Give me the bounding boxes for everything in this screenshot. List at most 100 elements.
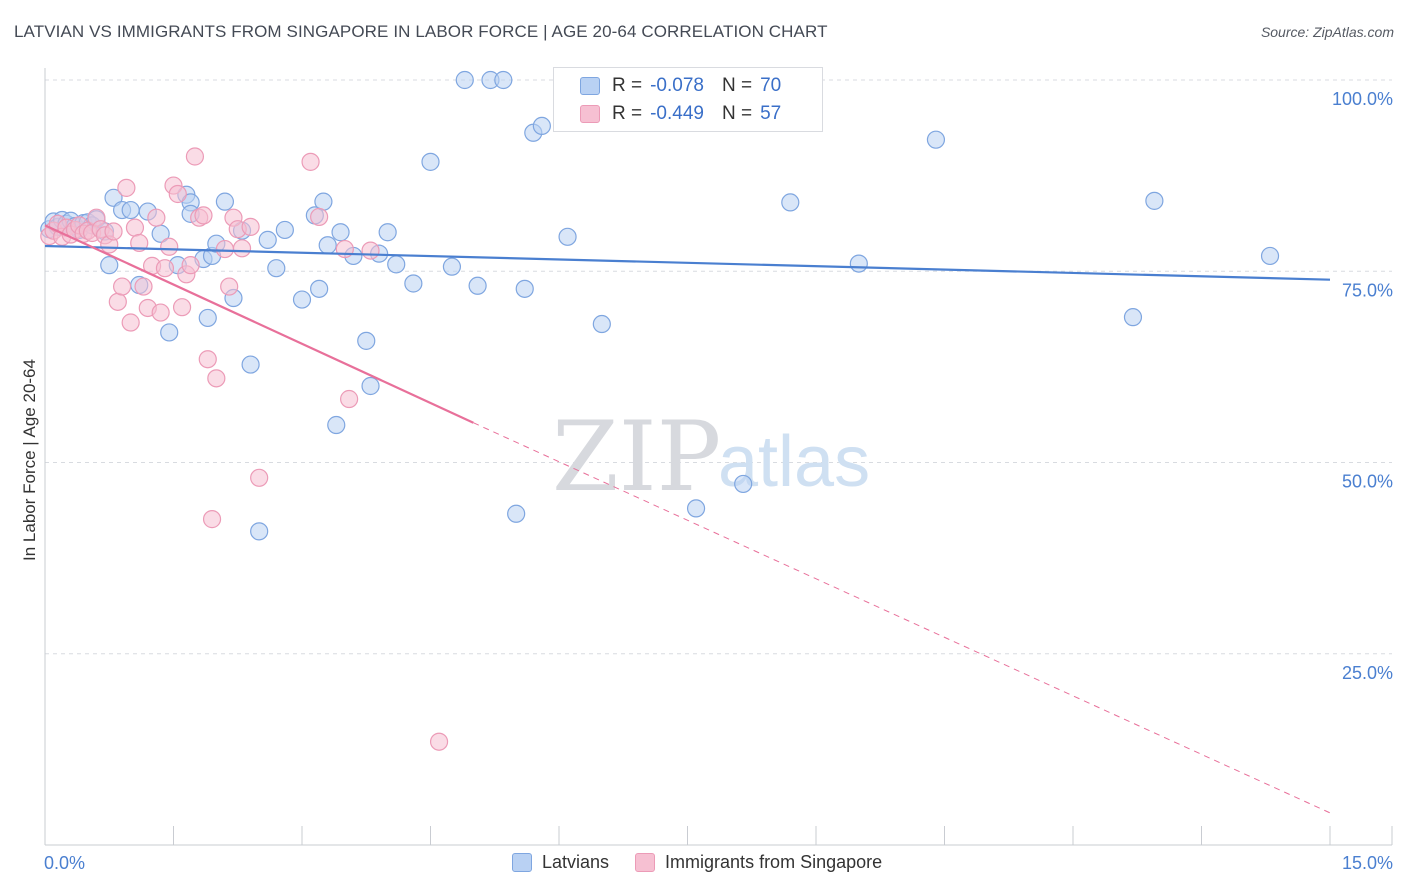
point-latvians — [507, 504, 526, 523]
point-singapore — [134, 277, 153, 296]
point-singapore — [168, 184, 187, 204]
point-singapore — [104, 222, 123, 241]
point-singapore — [301, 152, 320, 171]
point-latvians — [404, 274, 423, 293]
point-latvians — [734, 474, 753, 494]
legend-swatch-pink — [580, 105, 600, 123]
legend-row-latvians: R = -0.078 N = 70 — [580, 73, 781, 99]
point-latvians — [361, 376, 380, 396]
y-tick-label: 25.0% — [1342, 663, 1393, 683]
point-latvians — [442, 257, 462, 276]
y-axis-label: In Labor Force | Age 20-64 — [20, 359, 39, 561]
point-latvians — [849, 254, 868, 273]
watermark: ZIP atlas — [552, 401, 870, 513]
y-tick-label: 100.0% — [1332, 89, 1393, 109]
point-latvians — [532, 116, 551, 136]
point-latvians — [1145, 191, 1164, 210]
trend-line-singapore-extrapolated — [473, 422, 1331, 814]
legend-item-singapore[interactable]: Immigrants from Singapore — [635, 852, 882, 873]
point-singapore — [130, 233, 149, 253]
trend-line-singapore — [44, 224, 474, 424]
legend-r-label: R = — [612, 103, 643, 124]
point-latvians — [310, 279, 329, 298]
point-latvians — [455, 70, 474, 90]
point-latvians — [331, 223, 350, 242]
point-latvians — [215, 192, 234, 211]
point-singapore — [117, 178, 136, 197]
point-latvians — [318, 236, 337, 255]
legend-swatch-latvians — [512, 853, 532, 872]
point-singapore — [207, 369, 226, 388]
point-latvians — [926, 130, 946, 149]
point-singapore — [147, 208, 166, 227]
point-latvians — [250, 522, 269, 541]
x-tick-label: 15.0% — [1342, 853, 1393, 873]
legend-label-singapore: Immigrants from Singapore — [665, 852, 883, 872]
point-latvians — [357, 331, 376, 350]
point-latvians — [421, 152, 440, 171]
legend-n-label: N = — [721, 103, 753, 124]
point-latvians — [781, 193, 800, 212]
series-legend: Latvians Immigrants from Singapore — [512, 852, 908, 873]
axes — [44, 68, 1393, 846]
trend-line-latvians — [44, 244, 1331, 281]
point-singapore — [198, 350, 217, 369]
tick-labels: 25.0% 50.0% 75.0% 100.0% 0.0% 15.0% — [44, 89, 1393, 873]
point-singapore — [172, 298, 192, 317]
legend-swatch-blue — [580, 77, 600, 95]
point-latvians — [258, 230, 277, 249]
point-latvians — [160, 323, 179, 342]
point-latvians — [121, 200, 140, 220]
legend-swatch-singapore — [635, 853, 656, 872]
point-singapore — [121, 313, 140, 332]
legend-n-value: 57 — [760, 103, 782, 124]
point-latvians — [558, 227, 577, 246]
point-latvians — [314, 192, 333, 211]
point-latvians — [592, 314, 611, 334]
y-tick-label: 75.0% — [1342, 280, 1393, 300]
trend-lines — [44, 224, 1331, 814]
point-singapore — [155, 259, 175, 278]
point-singapore — [194, 206, 213, 225]
point-singapore — [241, 217, 260, 236]
point-latvians — [100, 256, 119, 275]
point-latvians — [1123, 308, 1143, 327]
point-singapore — [125, 218, 145, 237]
point-singapore — [310, 207, 329, 227]
point-singapore — [112, 277, 132, 296]
point-latvians — [275, 220, 294, 240]
legend-item-latvians[interactable]: Latvians — [512, 852, 609, 873]
legend-r-value: -0.449 — [650, 103, 704, 124]
point-latvians — [494, 70, 513, 90]
point-latvians — [241, 355, 260, 374]
point-latvians — [198, 308, 217, 328]
point-latvians — [378, 223, 397, 242]
source-credit: Source: ZipAtlas.com — [1260, 24, 1394, 40]
stats-legend: R = -0.078 N = 70 R = -0.449 N = 57 — [553, 67, 823, 132]
point-singapore — [181, 256, 200, 275]
point-singapore — [160, 237, 179, 256]
y-tick-label: 50.0% — [1342, 472, 1393, 492]
point-latvians — [686, 499, 706, 518]
point-singapore — [108, 292, 127, 311]
point-singapore — [250, 468, 269, 487]
watermark-zip: ZIP — [552, 401, 721, 513]
point-latvians — [387, 255, 406, 274]
point-singapore — [185, 147, 205, 166]
point-singapore — [220, 277, 239, 296]
legend-r-label: R = — [612, 75, 643, 96]
point-singapore — [361, 241, 380, 260]
point-singapore — [429, 732, 449, 751]
point-singapore — [202, 510, 222, 529]
legend-n-value: 70 — [760, 75, 782, 96]
point-latvians — [267, 259, 286, 278]
legend-r-value: -0.078 — [650, 75, 704, 96]
point-latvians — [515, 279, 534, 298]
legend-row-singapore: R = -0.449 N = 57 — [580, 101, 781, 127]
legend-n-label: N = — [721, 75, 753, 96]
point-singapore — [340, 389, 359, 409]
point-singapore — [232, 239, 252, 258]
legend-label-latvians: Latvians — [542, 852, 610, 872]
x-tick-label: 0.0% — [44, 853, 85, 873]
